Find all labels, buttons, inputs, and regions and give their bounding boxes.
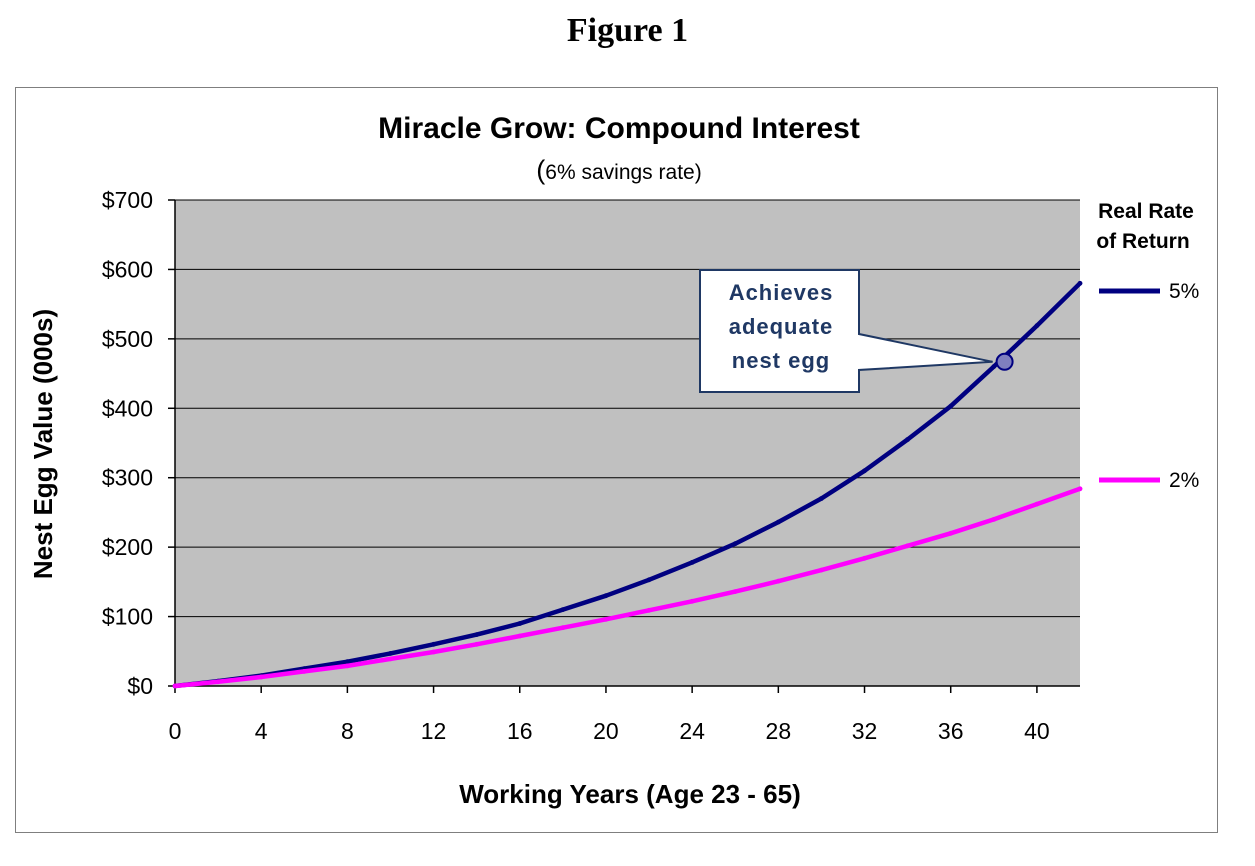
data-point <box>560 625 566 631</box>
x-tick-label: 24 <box>679 718 705 744</box>
chart-svg: Miracle Grow: Compound Interest (6% savi… <box>28 112 1199 809</box>
data-point <box>345 659 350 665</box>
chart-subtitle: (6% savings rate) <box>536 155 701 185</box>
series-lines <box>172 280 1083 689</box>
data-point <box>1077 280 1083 286</box>
legend-label-5pct: 5% <box>1169 280 1199 303</box>
data-point <box>905 437 910 442</box>
callout-box <box>699 269 993 393</box>
x-tick-labels: 0 4 8 12 16 20 24 28 32 36 40 <box>169 686 1050 744</box>
data-point <box>948 530 954 536</box>
data-point <box>862 468 867 474</box>
chart-frame: Miracle Grow: Compound Interest (6% savi… <box>15 87 1218 833</box>
y-tick-label: $200 <box>102 534 153 560</box>
legend-title-line-2: of Return <box>1096 230 1189 253</box>
data-point <box>775 519 781 525</box>
data-point <box>862 555 867 561</box>
callout-line-3: nest egg <box>732 348 830 373</box>
data-point <box>991 364 997 369</box>
axes <box>174 200 1080 687</box>
plot-area <box>175 200 1080 686</box>
x-tick-label: 4 <box>255 718 268 744</box>
x-tick-label: 28 <box>766 718 792 744</box>
data-point <box>732 589 738 594</box>
y-tick-label: $0 <box>127 673 153 699</box>
x-axis-label: Working Years (Age 23 - 65) <box>459 779 801 809</box>
data-point <box>172 683 178 689</box>
data-point <box>689 560 695 565</box>
callout-line-2: adequate <box>729 314 834 339</box>
callout-line-1: Achieves <box>729 280 834 305</box>
x-tick-label: 0 <box>169 718 182 744</box>
y-tick-label: $400 <box>102 395 153 421</box>
data-point <box>646 607 652 613</box>
data-point <box>517 621 523 626</box>
data-point <box>819 496 824 501</box>
data-point <box>388 656 393 662</box>
x-tick-label: 20 <box>593 718 619 744</box>
data-point <box>646 577 652 583</box>
x-tick-label: 40 <box>1024 718 1050 744</box>
data-point <box>474 632 480 637</box>
data-point <box>474 641 480 647</box>
data-point <box>560 607 566 612</box>
data-point <box>603 593 609 599</box>
series-line-2pct <box>172 486 1083 689</box>
x-tick-label: 32 <box>852 718 878 744</box>
data-point <box>301 669 307 674</box>
chart-subtitle-text: 6% savings rate) <box>545 161 701 184</box>
data-point <box>819 567 824 573</box>
x-tick-label: 16 <box>507 718 533 744</box>
y-tick-label: $700 <box>102 187 153 213</box>
data-point <box>215 679 221 685</box>
callout-marker <box>995 352 1014 371</box>
legend: Real Rate of Return 5% 2% <box>1096 200 1199 492</box>
y-axis-label: Nest Egg Value (000s) <box>28 309 58 579</box>
y-tick-label: $100 <box>102 604 153 630</box>
data-point <box>1034 323 1040 329</box>
chart-title: Miracle Grow: Compound Interest <box>378 112 860 145</box>
data-point <box>991 517 997 522</box>
data-point <box>388 651 393 656</box>
grid-lines <box>175 199 1080 618</box>
y-tick-label: $600 <box>102 256 153 282</box>
data-point <box>1034 501 1040 507</box>
y-tick-label: $500 <box>102 326 153 352</box>
data-point <box>905 543 910 549</box>
data-point <box>732 541 738 547</box>
data-point <box>431 641 436 647</box>
data-point <box>689 598 695 604</box>
data-point <box>603 616 609 622</box>
series-line-5pct <box>172 281 1083 689</box>
y-tick-labels: $0 $100 $200 $300 $400 $500 $600 $700 <box>102 187 175 699</box>
data-point <box>1077 486 1083 492</box>
legend-title-line-1: Real Rate <box>1098 200 1194 223</box>
callout: Achieves adequate nest egg <box>699 269 993 393</box>
x-tick-label: 8 <box>341 718 354 744</box>
data-point <box>948 403 954 409</box>
legend-label-2pct: 2% <box>1169 469 1199 492</box>
y-tick-label: $300 <box>102 465 153 491</box>
data-point <box>517 633 523 639</box>
x-tick-label: 12 <box>421 718 447 744</box>
data-point <box>775 578 781 584</box>
data-point <box>431 649 436 655</box>
data-point <box>258 674 264 680</box>
data-point <box>345 663 350 669</box>
x-tick-label: 36 <box>938 718 964 744</box>
chart-subtitle-paren: ( <box>536 155 545 185</box>
figure-label: Figure 1 <box>566 12 689 49</box>
